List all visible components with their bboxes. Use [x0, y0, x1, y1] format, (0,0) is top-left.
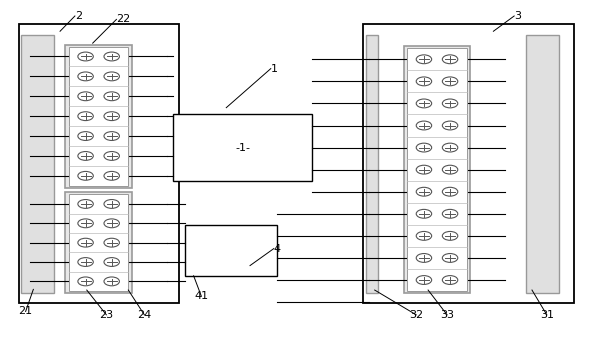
Circle shape [416, 77, 431, 86]
Text: 1: 1 [271, 64, 278, 74]
Circle shape [442, 254, 458, 262]
Circle shape [416, 99, 431, 108]
Bar [408, 48, 466, 291]
Bar [184, 225, 277, 276]
Circle shape [104, 219, 120, 228]
Circle shape [416, 254, 431, 262]
Circle shape [416, 121, 431, 130]
Bar [404, 46, 470, 293]
Bar [366, 35, 378, 293]
Circle shape [78, 219, 93, 228]
Text: 22: 22 [117, 14, 131, 24]
Circle shape [442, 77, 458, 86]
Text: 4: 4 [274, 243, 281, 254]
Circle shape [416, 143, 431, 152]
Circle shape [442, 99, 458, 108]
Bar [21, 35, 54, 293]
Text: 41: 41 [195, 291, 208, 301]
Bar [69, 46, 129, 186]
Circle shape [442, 187, 458, 196]
Circle shape [78, 92, 93, 101]
Circle shape [78, 72, 93, 81]
Circle shape [442, 232, 458, 240]
Circle shape [442, 143, 458, 152]
Circle shape [442, 209, 458, 218]
Circle shape [78, 52, 93, 61]
Bar [69, 194, 129, 291]
Circle shape [104, 132, 120, 140]
Text: 33: 33 [440, 310, 454, 320]
Circle shape [78, 199, 93, 208]
Text: 21: 21 [18, 307, 33, 316]
Circle shape [442, 55, 458, 64]
Circle shape [104, 112, 120, 121]
Circle shape [104, 151, 120, 160]
Circle shape [78, 257, 93, 266]
Circle shape [442, 165, 458, 174]
Text: 23: 23 [99, 310, 114, 320]
Bar [173, 115, 312, 181]
Circle shape [78, 112, 93, 121]
Circle shape [104, 257, 120, 266]
Circle shape [442, 121, 458, 130]
Circle shape [104, 199, 120, 208]
Text: 3: 3 [514, 11, 521, 21]
Circle shape [104, 52, 120, 61]
Circle shape [104, 92, 120, 101]
Circle shape [416, 165, 431, 174]
Bar [65, 192, 132, 293]
Circle shape [416, 209, 431, 218]
Circle shape [78, 238, 93, 247]
Circle shape [104, 277, 120, 286]
Circle shape [104, 238, 120, 247]
Text: 31: 31 [540, 310, 554, 320]
Text: 24: 24 [137, 310, 152, 320]
Bar [526, 35, 559, 293]
Circle shape [78, 132, 93, 140]
Circle shape [104, 72, 120, 81]
Circle shape [78, 151, 93, 160]
Bar [363, 25, 574, 303]
Circle shape [416, 55, 431, 64]
Circle shape [416, 232, 431, 240]
Text: 2: 2 [75, 11, 82, 21]
Text: -1-: -1- [235, 143, 250, 152]
Circle shape [416, 276, 431, 284]
Text: 32: 32 [409, 310, 423, 320]
Circle shape [78, 277, 93, 286]
Circle shape [442, 276, 458, 284]
Bar [18, 25, 178, 303]
Bar [65, 45, 132, 188]
Circle shape [416, 187, 431, 196]
Circle shape [104, 172, 120, 180]
Circle shape [78, 172, 93, 180]
